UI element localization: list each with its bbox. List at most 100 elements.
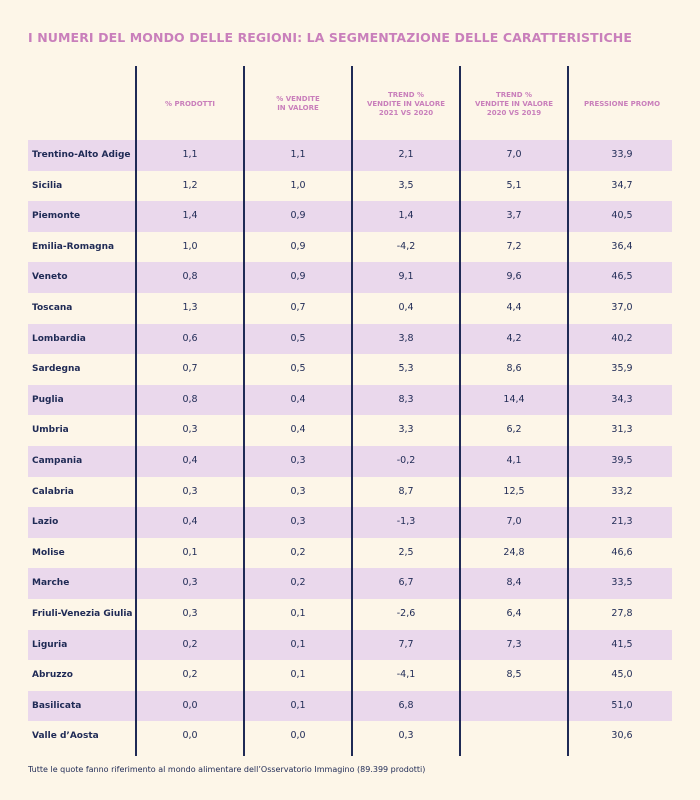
cell-value: 40,5 (611, 210, 633, 222)
cell-value: 1,0 (290, 179, 306, 191)
region-name: Abruzzo (32, 670, 73, 681)
cell-value: 1,1 (290, 149, 306, 160)
region-name: Marche (32, 578, 70, 589)
cell-value: 2,1 (398, 149, 414, 160)
cell-value: 0,3 (182, 485, 198, 497)
region-name: Lombardia (32, 333, 86, 344)
cell-value: 41,5 (611, 638, 633, 650)
cell-value: 0,4 (398, 302, 414, 313)
cell-value: 33,5 (611, 577, 633, 589)
cell-value: 0,3 (182, 577, 198, 589)
region-name: Friuli-Venezia Giulia (32, 609, 133, 619)
cell-value: 46,5 (611, 271, 633, 283)
cell-value: 3,8 (398, 332, 414, 344)
cell-value: -4,2 (396, 240, 416, 252)
cell-value: 0,1 (290, 699, 306, 711)
cell-value: 1,0 (182, 240, 198, 252)
cell-value: 0,0 (182, 699, 198, 711)
region-name: Puglia (32, 394, 64, 405)
cell-value: 4,4 (506, 302, 522, 313)
column-header: TREND % VENDITE IN VALORE 2020 VS 2019 (474, 90, 554, 117)
cell-value: -0,2 (396, 455, 416, 466)
cell-value: 0,7 (290, 302, 306, 313)
table-row: Liguria 0,2 0,1 7,7 7,3 41,5 (28, 629, 672, 661)
table-row: Basilicata 0,0 0,1 6,8 51,0 (28, 690, 672, 722)
cell-value: 34,7 (611, 179, 633, 191)
table-row: Puglia 0,8 0,4 8,3 14,4 34,3 (28, 384, 672, 416)
cell-value: 1,4 (398, 210, 414, 222)
column-divider (567, 66, 569, 756)
cell-value: 46,6 (611, 546, 633, 558)
column-header: PRESSIONE PROMO (583, 99, 661, 108)
table-row: Piemonte 1,4 0,9 1,4 3,7 40,5 (28, 201, 672, 232)
cell-value: 34,3 (611, 393, 633, 405)
cell-value: 1,4 (182, 210, 198, 222)
table-row: Sicilia 1,2 1,0 3,5 5,1 34,7 (28, 171, 672, 202)
region-name: Trentino-Alto Adige (32, 150, 131, 160)
region-name: Emilia-Romagna (32, 241, 115, 252)
cell-value: 9,6 (506, 271, 522, 283)
title: I NUMERI DEL MONDO DELLE REGIONI: LA SEG… (28, 30, 633, 45)
cell-value: 0,2 (182, 669, 198, 681)
cell-value: 0,6 (182, 332, 198, 344)
cell-value: 6,8 (398, 699, 414, 711)
cell-value: 2,5 (398, 546, 414, 558)
table-row: Veneto 0,8 0,9 9,1 9,6 46,5 (28, 262, 672, 293)
column-header: % PRODOTTI (165, 99, 215, 108)
cell-value: -4,1 (396, 669, 416, 681)
region-name: Liguria (32, 639, 68, 650)
cell-value: 3,7 (506, 210, 522, 222)
cell-value: 39,5 (611, 455, 633, 466)
region-name: Basilicata (32, 700, 82, 711)
cell-value: 36,4 (611, 240, 633, 252)
region-name: Sardegna (32, 364, 81, 375)
cell-value: 51,0 (611, 699, 633, 711)
cell-value: 5,1 (506, 179, 522, 191)
table-row: Friuli-Venezia Giulia 0,3 0,1 -2,6 6,4 27,8 (28, 599, 672, 630)
column-header: TREND % VENDITE IN VALORE 2021 VS 2020 (366, 90, 446, 117)
cell-value: 0,5 (290, 363, 306, 375)
cell-value: 0,4 (290, 424, 306, 436)
table-row: Molise 0,1 0,2 2,5 24,8 46,6 (28, 538, 672, 569)
table-row: Lombardia 0,6 0,5 3,8 4,2 40,2 (28, 323, 672, 355)
cell-value: 6,4 (506, 608, 522, 619)
cell-value: 0,2 (182, 638, 198, 650)
cell-value: 0,3 (182, 608, 198, 619)
column-divider (135, 66, 137, 756)
region-name: Umbria (32, 425, 69, 436)
cell-value: 8,7 (398, 485, 414, 497)
cell-value: 8,5 (506, 669, 522, 681)
cell-value: 40,2 (611, 332, 633, 344)
cell-value: 0,9 (290, 271, 306, 283)
cell-value: 1,3 (182, 302, 198, 313)
cell-value: 0,1 (182, 546, 198, 558)
cell-value: 12,5 (503, 485, 525, 497)
cell-value: 1,1 (182, 149, 198, 160)
cell-value: 1,2 (182, 179, 198, 191)
cell-value: 24,8 (503, 546, 525, 558)
cell-value: 3,3 (398, 424, 414, 436)
region-name: Molise (32, 547, 65, 558)
cell-value: 4,2 (506, 332, 522, 344)
cell-value: 0,1 (290, 638, 306, 650)
cell-value: 0,8 (182, 393, 198, 405)
cell-value: 7,0 (506, 149, 522, 160)
cell-value: 37,0 (611, 302, 633, 313)
cell-value: 0,1 (290, 608, 306, 619)
cell-value: 0,7 (182, 363, 198, 375)
table-row: Campania 0,4 0,3 -0,2 4,1 39,5 (28, 446, 672, 477)
cell-value: 0,2 (290, 577, 306, 589)
cell-value: 8,3 (398, 393, 414, 405)
region-name: Lazio (32, 517, 59, 528)
cell-value: 6,2 (506, 424, 522, 436)
cell-value: 7,7 (398, 638, 414, 650)
cell-value: 27,8 (611, 608, 633, 619)
cell-value: 0,0 (182, 730, 198, 742)
region-name: Campania (32, 456, 83, 466)
region-name: Toscana (32, 303, 73, 313)
table-row: Trentino-Alto Adige 1,1 1,1 2,1 7,0 33,9 (28, 140, 672, 171)
column-divider (459, 66, 461, 756)
column-divider (351, 66, 353, 756)
table-row: Umbria 0,3 0,4 3,3 6,2 31,3 (28, 415, 672, 446)
region-name: Piemonte (32, 211, 81, 222)
